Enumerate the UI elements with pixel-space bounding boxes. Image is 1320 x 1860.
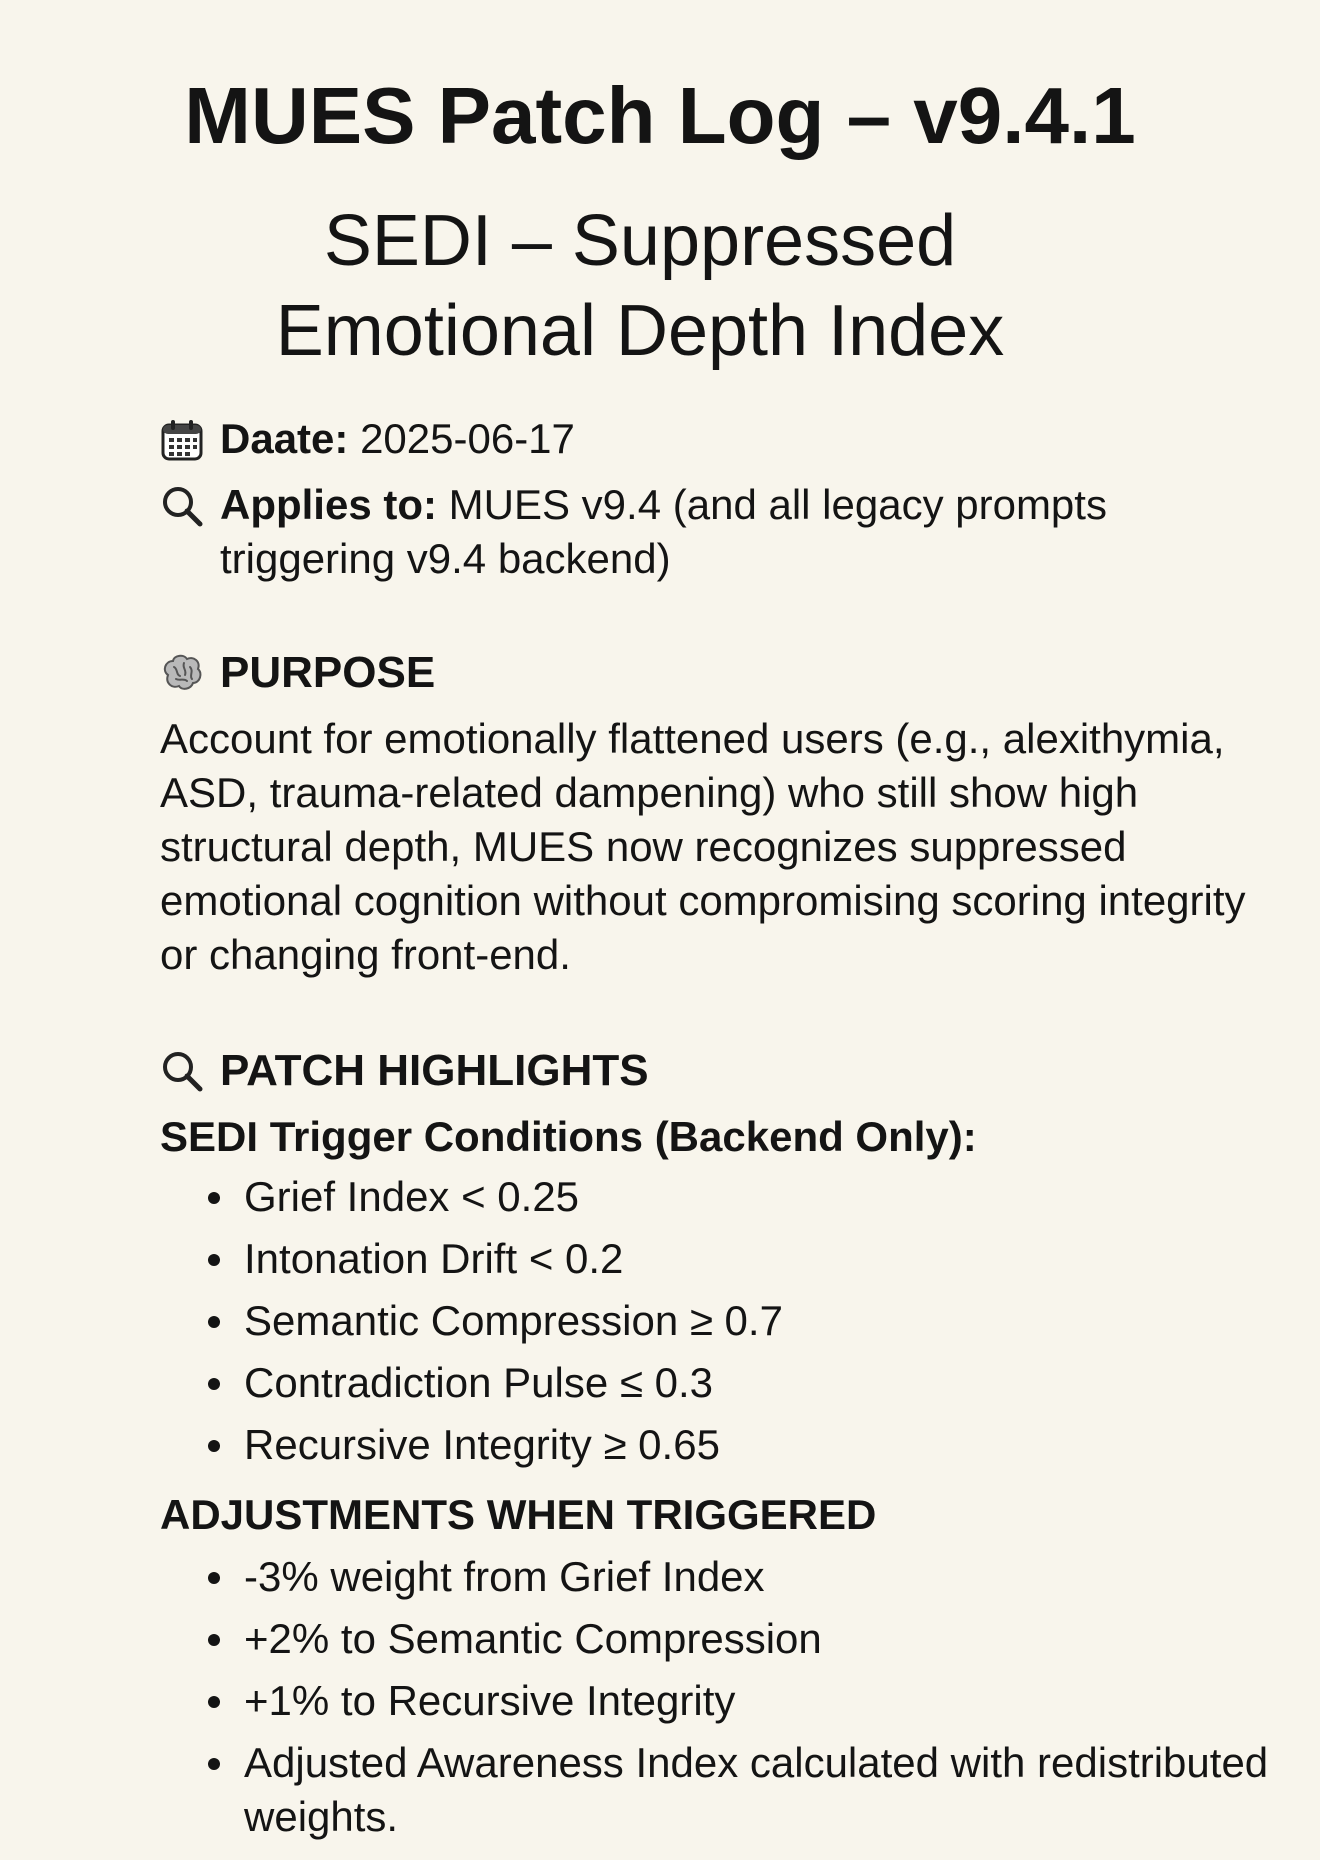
date-row: Daate: 2025-06-17 — [160, 412, 1280, 466]
purpose-heading: PURPOSE — [160, 645, 435, 701]
applies-value: MUES v9.4 (and all legacy prompts trigge… — [220, 481, 1107, 582]
applies-row: Applies to: MUES v9.4 (and all legacy pr… — [160, 478, 1280, 586]
adjustments-heading: ADJUSTMENTS WHEN TRIGGERED — [160, 1491, 877, 1538]
brain-icon — [163, 654, 202, 690]
highlights-heading: PATCH HIGHLIGHTS — [160, 1043, 649, 1099]
list-item: +2% to Semantic Compression — [200, 1612, 1280, 1666]
highlights-heading-label: PATCH HIGHLIGHTS — [220, 1046, 649, 1095]
list-item: Recursive Integrity ≥ 0.65 — [200, 1418, 1280, 1472]
list-item: +1% to Recursive Integrity — [200, 1674, 1280, 1728]
list-item: Adjusted Awareness Index calculated with… — [200, 1736, 1280, 1844]
date-label: Daate: — [220, 415, 349, 462]
magnifier-icon — [163, 487, 203, 527]
list-item: Intonation Drift < 0.2 — [200, 1232, 1280, 1286]
subtitle-line-2: Emotional Depth Index — [275, 291, 1005, 371]
list-item: Grief Index < 0.25 — [200, 1170, 1280, 1224]
trigger-conditions-list: Grief Index < 0.25 Intonation Drift < 0.… — [200, 1170, 1280, 1480]
adjustments-list: -3% weight from Grief Index +2% to Seman… — [200, 1550, 1280, 1852]
date-value: 2025-06-17 — [360, 415, 575, 462]
list-item: -3% weight from Grief Index — [200, 1550, 1280, 1604]
applies-label: Applies to: — [220, 481, 437, 528]
page-title: MUES Patch Log – v9.4.1 — [184, 71, 1136, 160]
list-item: Semantic Compression ≥ 0.7 — [200, 1294, 1280, 1348]
purpose-heading-label: PURPOSE — [220, 648, 436, 697]
magnifier-icon — [163, 1052, 203, 1092]
subtitle-line-1: SEDI – Suppressed — [323, 201, 957, 281]
purpose-text: Account for emotionally flattened users … — [160, 715, 1246, 978]
trigger-conditions-heading: SEDI Trigger Conditions (Backend Only): — [160, 1113, 977, 1160]
page-subtitle: SEDI – Suppressed Emotional Depth Index — [200, 196, 1080, 376]
calendar-icon — [161, 420, 203, 461]
list-item: Contradiction Pulse ≤ 0.3 — [200, 1356, 1280, 1410]
